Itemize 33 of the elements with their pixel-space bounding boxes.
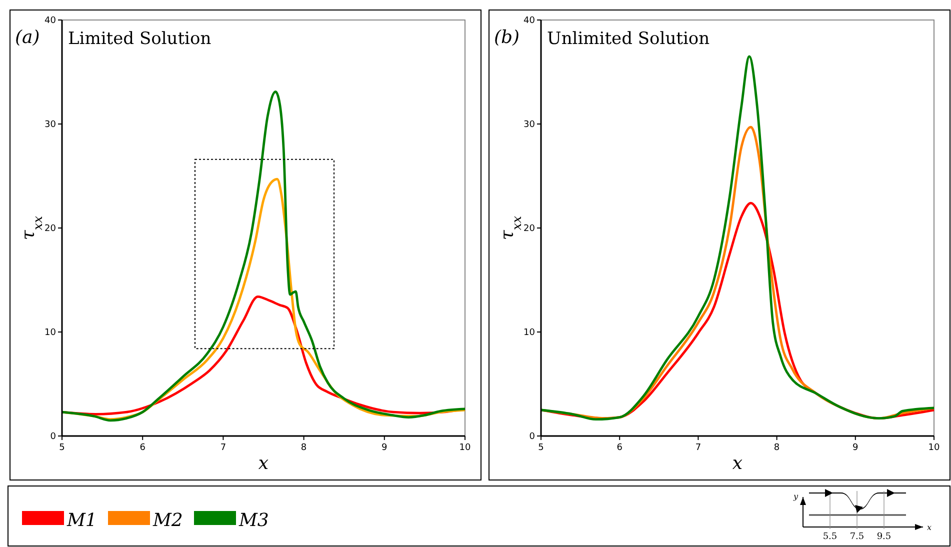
text: (a) [15,27,40,48]
x-tick-label: 5 [59,443,65,453]
x-tick-label: 5 [538,443,544,453]
text: (b) [494,27,520,48]
y-tick-label: 40 [524,16,536,26]
y-tick-label: 20 [44,224,56,234]
line-series [540,55,936,421]
x-axis-title: x [258,453,269,474]
x-tick-label: 10 [928,443,940,453]
y-tick-label: 10 [524,328,536,338]
y-tick-label: 0 [529,432,536,442]
legend-label: M1 [66,510,97,531]
text: Limited Solution [68,29,212,49]
x-tick-label: 6 [616,443,623,453]
x-tick-label: 9 [852,443,859,453]
text: Unlimited Solution [547,29,710,49]
y-tick-label: 20 [524,224,536,234]
y-tick-label: 30 [524,120,536,130]
x-tick-label: 7 [220,443,226,453]
y-tick-label: 0 [50,432,56,442]
x-tick-label: 8 [300,443,307,453]
x-tick-label: 9 [382,443,388,453]
y-tick-label: 10 [44,328,56,338]
y-tick-label: 30 [44,120,56,130]
y-tick-label: 40 [44,16,56,26]
x-tick-label: 10 [459,443,471,453]
x-tick-label: 7 [695,443,702,453]
x-tick-label: 6 [140,443,146,453]
legend-label: M2 [152,510,183,531]
line-series [60,90,466,422]
x-axis-title: x [732,453,743,474]
legend-label: M3 [238,510,269,531]
x-tick-label: 8 [774,443,780,453]
